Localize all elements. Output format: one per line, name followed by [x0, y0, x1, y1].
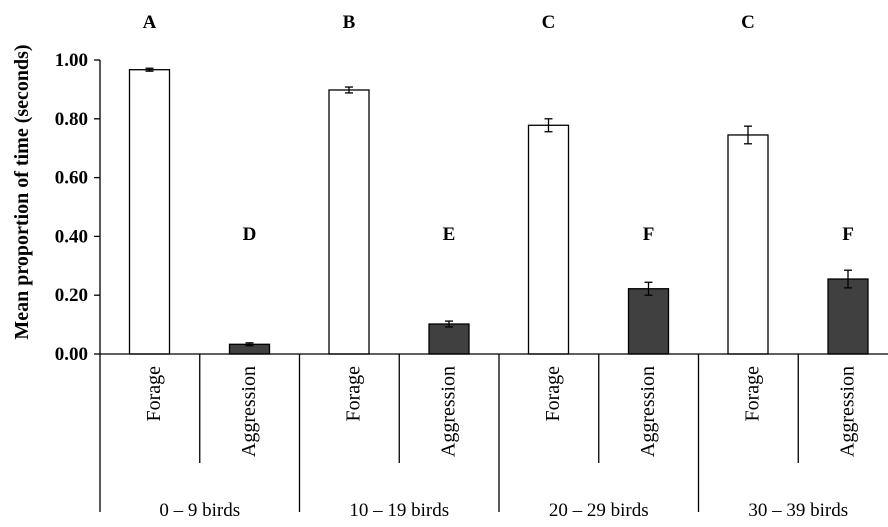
y-tick-label: 0.80: [55, 109, 88, 130]
significance-letter: C: [542, 12, 556, 33]
category-label: Forage: [742, 366, 764, 422]
significance-letter: A: [143, 12, 157, 33]
y-tick-label: 0.20: [55, 285, 88, 306]
bar: [827, 278, 869, 355]
y-tick-label: 0.40: [55, 226, 88, 247]
x-axis: Forage Aggression 0 – 9 birds Forage Aggress…: [99, 353, 888, 521]
significance-letter: B: [343, 12, 356, 33]
group-label: 10 – 19 birds: [349, 500, 449, 521]
category-label: Forage: [542, 366, 564, 422]
bars: A D B E C F C F: [128, 12, 869, 355]
category-label: Aggression: [438, 366, 460, 457]
bar: [527, 124, 570, 355]
bar: [627, 288, 670, 355]
group-label: 20 – 29 birds: [549, 500, 649, 521]
y-axis: 0.00 0.20 0.40 0.60 0.80 1.00: [55, 50, 101, 365]
significance-letter: F: [842, 224, 854, 245]
bar: [128, 69, 171, 355]
significance-letter: F: [643, 224, 655, 245]
category-label: Forage: [143, 366, 165, 422]
bar: [328, 89, 370, 355]
y-tick-label: 0.00: [55, 344, 88, 365]
significance-letter: D: [243, 224, 257, 245]
significance-letter: C: [741, 12, 755, 33]
bar: [727, 134, 769, 355]
category-label: Aggression: [837, 366, 859, 457]
category-label: Aggression: [637, 366, 659, 457]
significance-letter: E: [443, 224, 456, 245]
category-label: Aggression: [238, 366, 260, 457]
bar: [428, 323, 470, 355]
group-label: 30 – 39 birds: [748, 500, 848, 521]
group-label: 0 – 9 birds: [159, 500, 240, 521]
y-tick-label: 1.00: [55, 50, 88, 71]
y-tick-label: 0.60: [55, 168, 88, 189]
category-label: Forage: [343, 366, 365, 422]
y-axis-title: Mean proportion of time (seconds): [11, 44, 33, 339]
